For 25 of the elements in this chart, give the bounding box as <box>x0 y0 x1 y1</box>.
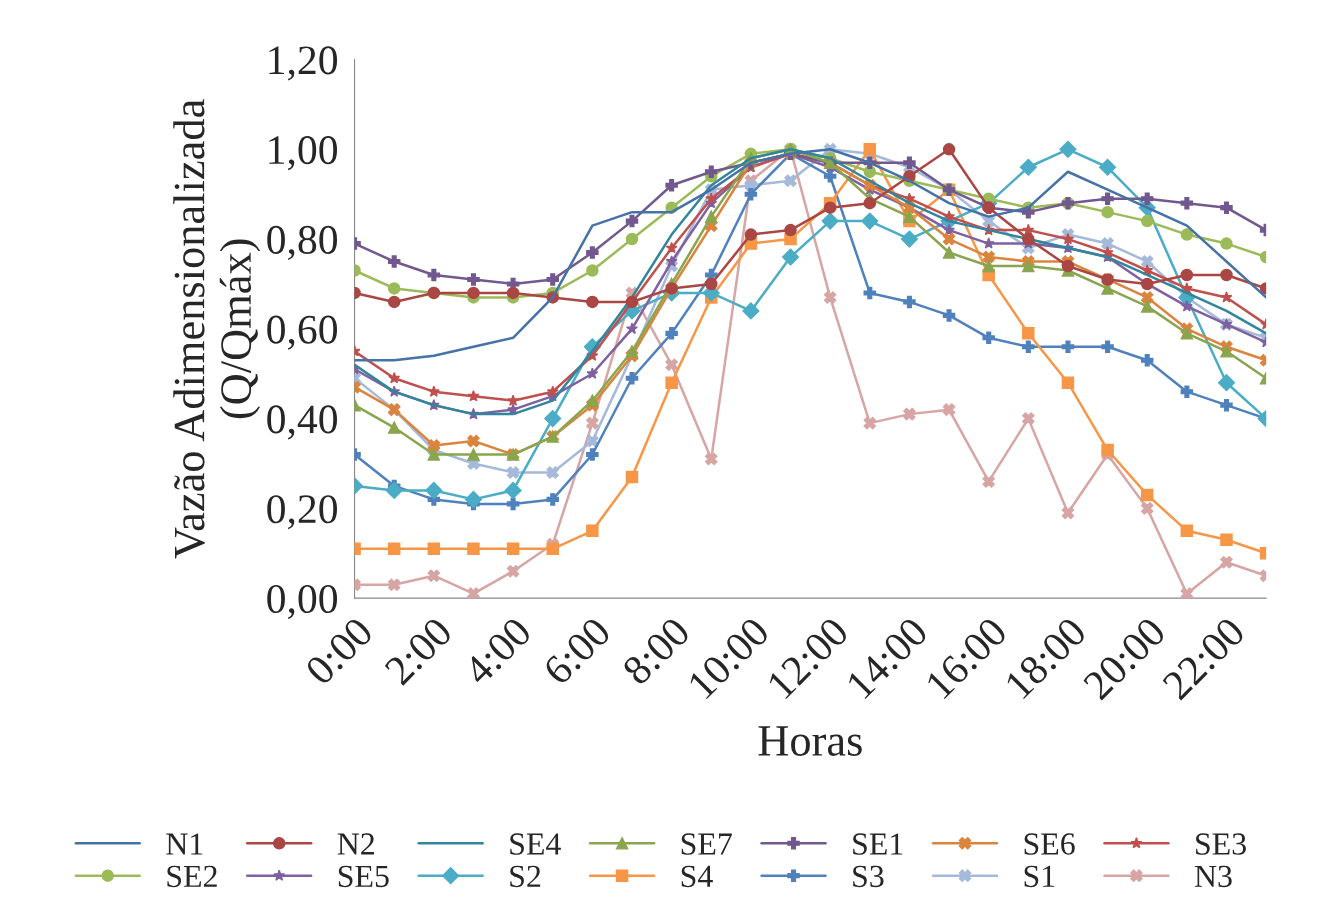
y-tick-label: 0,80 <box>267 225 337 260</box>
legend-label: SE6 <box>1024 833 1075 855</box>
legend-label: S4 <box>681 865 713 888</box>
legend-label: S3 <box>853 865 884 888</box>
legend-label: SE7 <box>681 833 732 855</box>
legend-label: SE4 <box>510 833 561 855</box>
x-tick-label: 2:00 <box>383 616 454 687</box>
legend-label: N1 <box>166 833 203 855</box>
legend-label: S2 <box>510 865 541 888</box>
legend-label: SE3 <box>1196 833 1246 855</box>
legend-label: SE1 <box>853 833 903 855</box>
x-tick-label: 6:00 <box>542 616 613 687</box>
y-axis-title: Vazão Adimensionalizada (Q/Qmáx) <box>173 99 261 559</box>
legend-label: N2 <box>337 833 374 855</box>
legend-label: SE2 <box>167 865 217 888</box>
y-tick-label: 0,60 <box>267 315 337 350</box>
legend-label: S1 <box>1024 865 1055 888</box>
x-tick-label: 4:00 <box>462 616 533 687</box>
y-tick-label: 0,40 <box>267 405 337 440</box>
y-tick-label: 1,00 <box>269 136 337 171</box>
x-axis-title: Horas <box>758 726 862 756</box>
legend-label: N3 <box>1194 865 1232 888</box>
y-tick-label: 1,20 <box>269 46 337 81</box>
y-tick-label: 0,20 <box>267 495 337 530</box>
legend-label: SE5 <box>338 865 389 888</box>
